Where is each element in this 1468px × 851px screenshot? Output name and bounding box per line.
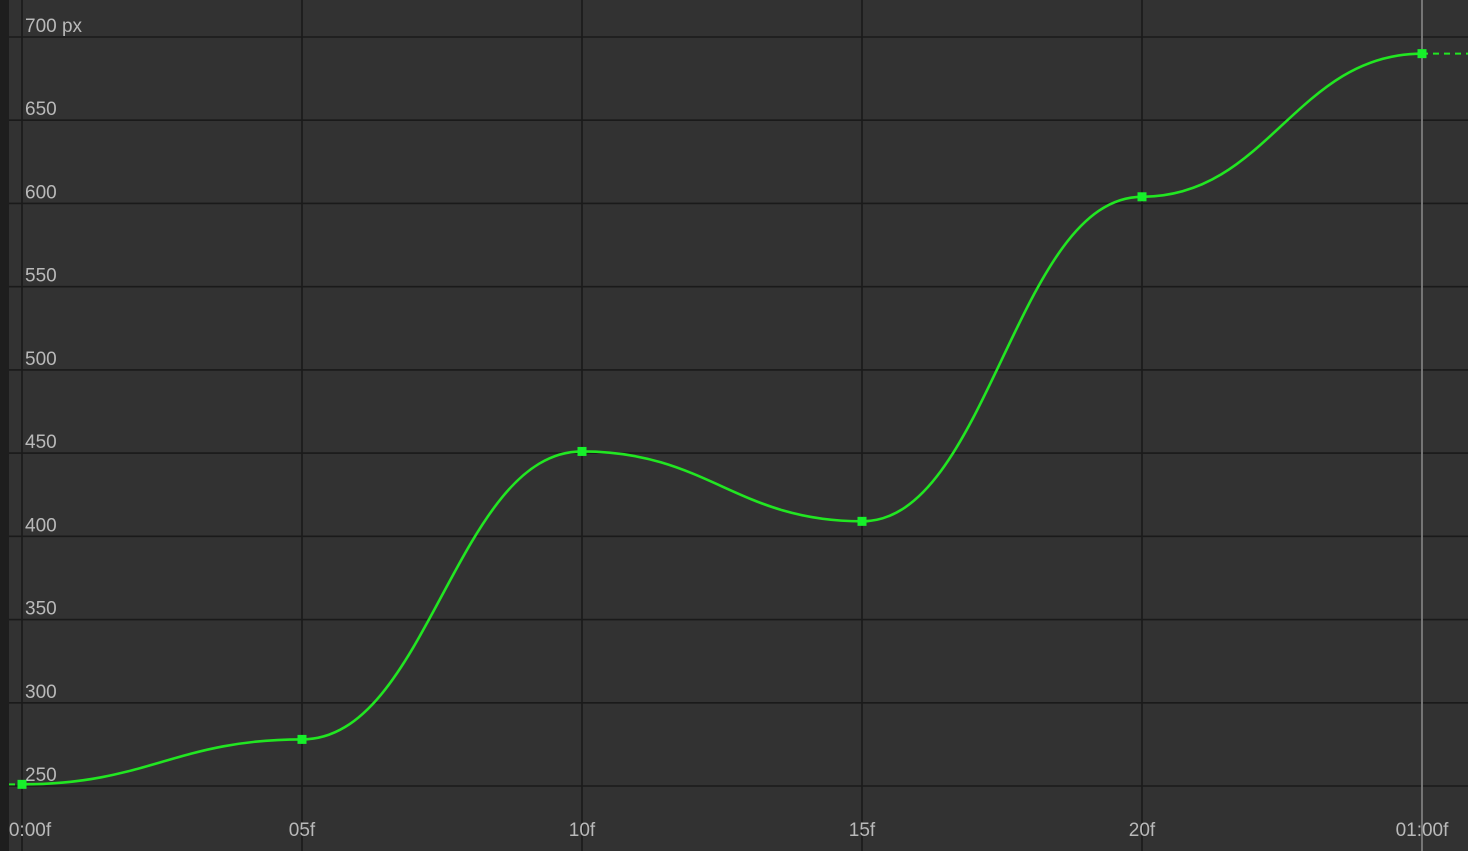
x-tick-label[interactable]: 15f [849,820,876,841]
x-axis-ticks[interactable]: 0:00f 05f 10f 15f 20f 01:00f [9,820,1449,841]
y-tick-label: 700 px [25,16,83,37]
x-tick-label[interactable]: 01:00f [1396,820,1450,841]
x-tick-label[interactable]: 10f [569,820,596,841]
y-tick-label: 250 [25,765,57,786]
keyframe[interactable] [297,734,307,744]
keyframe[interactable] [1137,192,1147,202]
keyframe[interactable] [17,779,27,789]
grid [9,0,1468,851]
keyframe[interactable] [1417,49,1427,59]
y-tick-label: 650 [25,99,57,120]
y-axis-ticks: 700 px 650 600 550 500 450 400 350 300 250 [25,16,83,786]
keyframe[interactable] [577,446,587,456]
panel-edge [0,0,9,851]
curve-path[interactable] [21,52,1423,786]
x-tick-label[interactable]: 0:00f [9,820,52,841]
x-tick-label[interactable]: 20f [1129,820,1156,841]
value-curve[interactable] [9,52,1468,786]
x-tick-label[interactable]: 05f [289,820,316,841]
y-tick-label: 300 [25,682,57,703]
y-tick-label: 550 [25,266,57,287]
y-tick-label: 400 [25,515,57,536]
y-tick-label: 600 [25,182,57,203]
keyframes[interactable] [17,49,1427,789]
y-tick-label: 450 [25,432,57,453]
y-tick-label: 500 [25,349,57,370]
y-tick-label: 350 [25,599,57,620]
keyframe[interactable] [857,516,867,526]
